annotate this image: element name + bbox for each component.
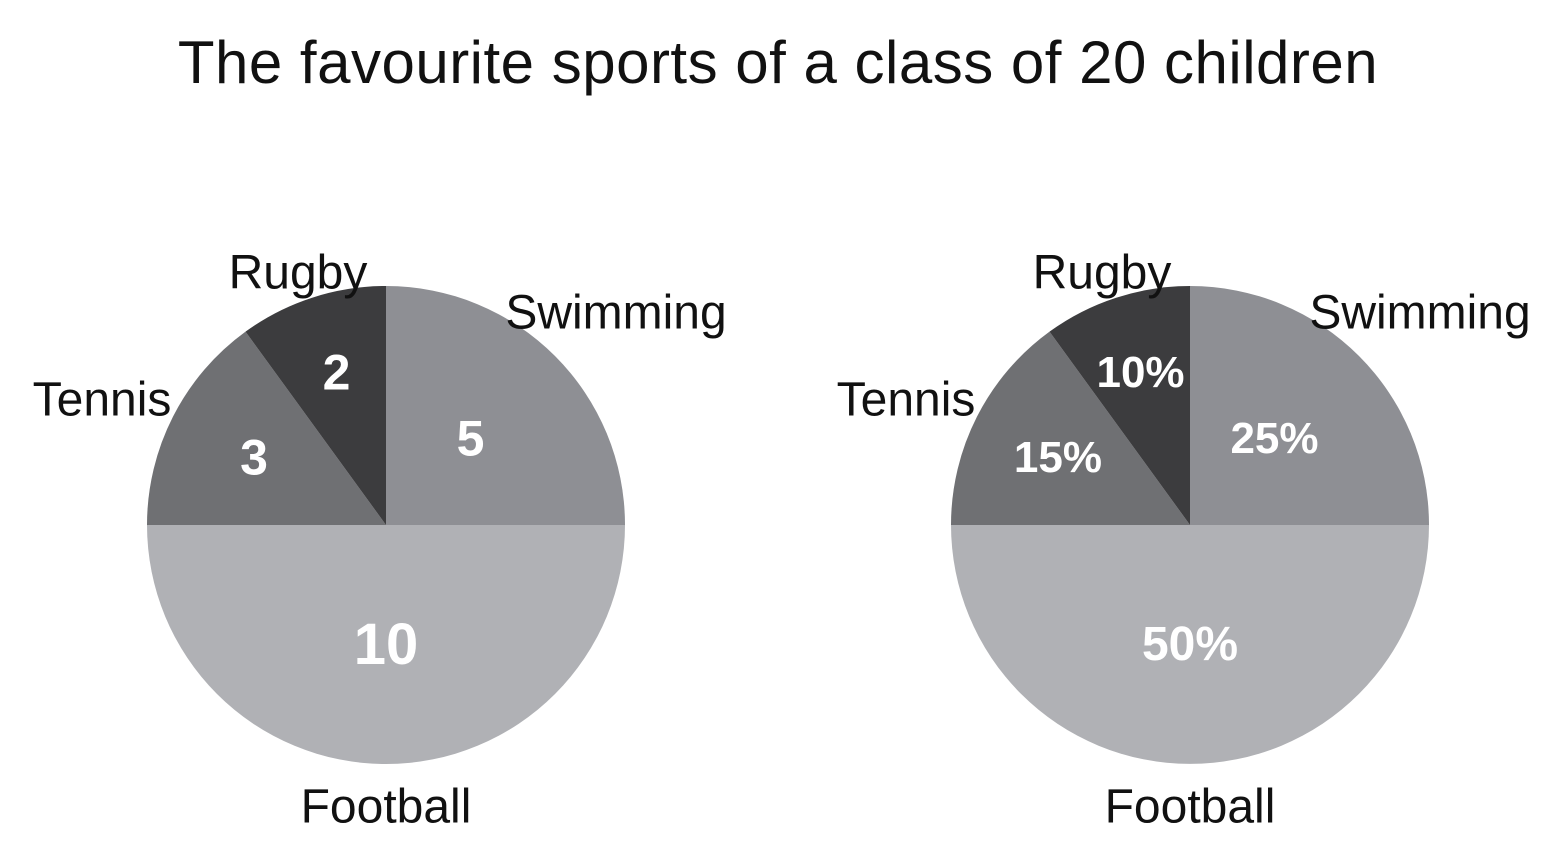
chart-title: The favourite sports of a class of 20 ch… (177, 29, 1379, 96)
category-label-tennis: Tennis (33, 374, 172, 427)
category-label-rugby: Rugby (1033, 247, 1172, 300)
pie-slice-swimming (1190, 286, 1429, 525)
pie-slice-rugby (1049, 286, 1190, 525)
value-label-tennis: 3 (240, 430, 268, 486)
pie-chart-counts: 5 10 32 Swimming Football Tennis Rugby (33, 247, 727, 834)
category-label-swimming: Swimming (1309, 287, 1530, 340)
category-label-football: Football (1105, 781, 1276, 834)
pie-slice-rugby (245, 286, 386, 525)
value-label-tennis: 15% (1014, 433, 1102, 482)
pie-slice-tennis (147, 331, 386, 525)
pie-slice-tennis (951, 331, 1190, 525)
pie-slice-swimming (386, 286, 625, 525)
category-label-rugby: Rugby (229, 247, 368, 300)
value-label-swimming: 25% (1230, 414, 1318, 463)
value-label-rugby: 10% (1096, 348, 1184, 397)
pie-slice-football (951, 525, 1429, 764)
pie-chart-percentages: 25% 50% 15% 10% Swimming Football Tennis Rugby (837, 247, 1531, 834)
category-label-swimming: Swimming (505, 287, 726, 340)
value-label-rugby: 2 (323, 345, 351, 401)
value-label-football: 50% (1142, 618, 1238, 671)
value-label-football: 10 (354, 612, 419, 677)
category-label-tennis: Tennis (837, 374, 976, 427)
value-label-swimming: 5 (457, 411, 485, 467)
pie-slice-football (147, 525, 625, 764)
category-label-football: Football (301, 781, 472, 834)
